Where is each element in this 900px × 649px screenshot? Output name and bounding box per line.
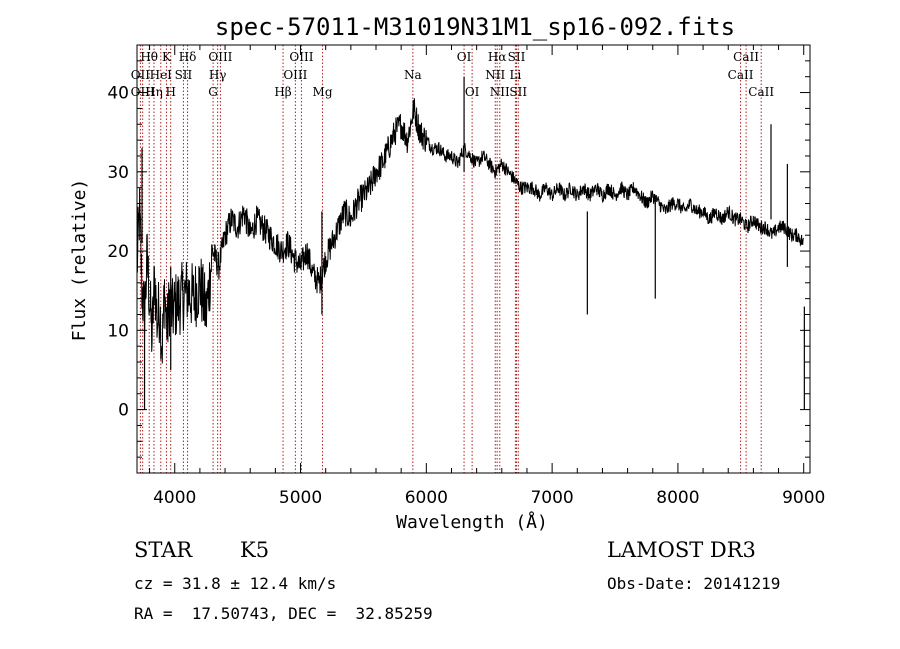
line-label-7: H [165, 85, 175, 99]
line-label-16: Na [404, 68, 422, 82]
line-label-26: CaII [728, 68, 754, 82]
y-axis-ticks: 0 10 20 30 40 [107, 44, 810, 458]
y-tick-label-0: 0 [118, 401, 129, 421]
line-label-8: Hδ [179, 50, 197, 64]
spectrum-series [136, 76, 805, 410]
y-tick-label-20: 20 [107, 242, 129, 262]
coordinates: RA = 17.50743, DEC = 32.85259 [134, 604, 433, 623]
line-label-27: CaII [748, 85, 774, 99]
x-tick-label-9000: 9000 [782, 488, 825, 508]
line-label-6: SII [175, 68, 193, 82]
y-tick-label-30: 30 [107, 163, 129, 183]
spectral-line-markers [139, 45, 762, 473]
x-tick-label-5000: 5000 [279, 488, 322, 508]
x-tick-label-6000: 6000 [405, 488, 448, 508]
line-label-1: OII [131, 68, 151, 82]
line-label-25: CaII [733, 50, 759, 64]
x-tick-label-7000: 7000 [530, 488, 573, 508]
line-label-19: Hα [488, 50, 507, 64]
line-label-4: HeI [150, 68, 173, 82]
survey-label: LAMOST DR3 [607, 538, 756, 562]
spectrum-line [136, 98, 804, 364]
line-label-3: K [162, 50, 172, 64]
x-tick-label-8000: 8000 [656, 488, 699, 508]
y-tick-label-10: 10 [107, 321, 129, 341]
line-label-18: OI [465, 85, 480, 99]
redshift-velocity: cz = 31.8 ± 12.4 km/s [134, 574, 337, 593]
line-label-22: Li [509, 68, 521, 82]
line-label-14: Hβ [274, 85, 291, 99]
line-label-9: OIII [208, 50, 232, 64]
line-label-5: Hη [145, 85, 163, 99]
line-label-10: Hγ [209, 68, 227, 82]
line-label-0: Hθ [140, 50, 158, 64]
line-label-20: SII [508, 50, 526, 64]
object-class-label: STAR [134, 538, 193, 562]
line-label-24: SII [509, 85, 527, 99]
line-label-21: NII [485, 68, 505, 82]
line-label-11: G [208, 85, 218, 99]
x-axis-label: Wavelength (Å) [396, 511, 548, 533]
x-axis-ticks: 4000 5000 6000 7000 8000 9000 [149, 45, 825, 508]
line-label-12: OIII [289, 50, 313, 64]
line-label-15: Mg [313, 85, 333, 99]
line-label-23: NII [490, 85, 510, 99]
plot-frame [136, 44, 811, 474]
y-tick-label-40: 40 [107, 84, 129, 104]
line-label-13: OIII [283, 68, 307, 82]
observation-date: Obs-Date: 20141219 [607, 574, 781, 593]
chart-title: spec-57011-M31019N31M1_sp16-092.fits [215, 13, 735, 41]
x-tick-label-4000: 4000 [153, 488, 196, 508]
object-subclass-label: K5 [240, 538, 270, 562]
line-label-17: OI [457, 50, 472, 64]
y-axis-label: Flux (relative) [69, 179, 90, 342]
